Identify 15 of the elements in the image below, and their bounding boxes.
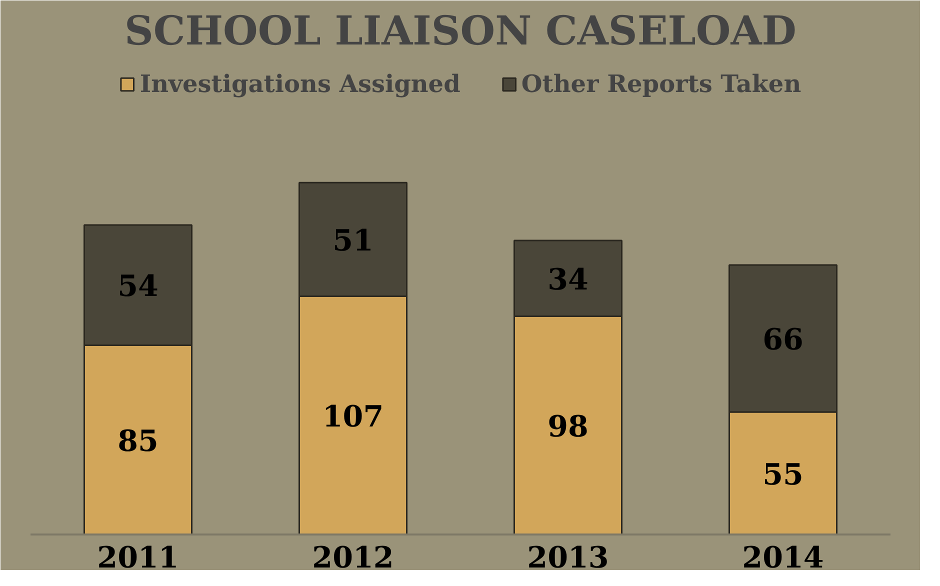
x-tick-label: 2012 xyxy=(312,540,394,574)
chart-title: SCHOOL LIAISON CASELOAD xyxy=(124,8,797,54)
legend-label: Other Reports Taken xyxy=(521,69,802,98)
data-label: 54 xyxy=(118,268,158,304)
data-label: 34 xyxy=(548,261,588,296)
data-label: 85 xyxy=(118,422,158,458)
data-label: 107 xyxy=(322,398,384,434)
x-tick-label: 2011 xyxy=(97,540,179,574)
data-label: 98 xyxy=(548,408,588,444)
data-label: 51 xyxy=(332,222,374,258)
x-tick-label: 2014 xyxy=(742,540,824,574)
x-tick-label: 2013 xyxy=(527,540,609,574)
legend-label: Investigations Assigned xyxy=(140,69,460,98)
data-label: 55 xyxy=(762,456,804,492)
data-label: 66 xyxy=(762,322,804,357)
